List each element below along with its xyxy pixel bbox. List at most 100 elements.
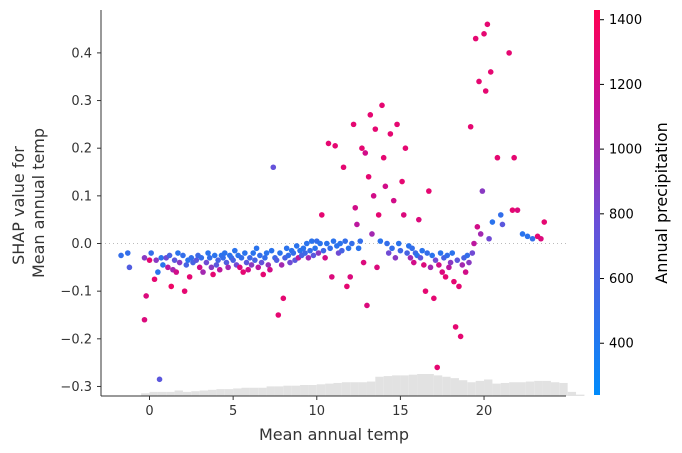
histogram-bar xyxy=(308,385,317,396)
data-point xyxy=(395,240,402,247)
data-point xyxy=(280,295,287,302)
data-point xyxy=(449,250,456,256)
data-point xyxy=(252,257,258,263)
data-point xyxy=(384,240,390,247)
data-point xyxy=(151,276,158,283)
histogram-bar xyxy=(224,389,234,396)
y-tick-label: −0.2 xyxy=(60,332,92,347)
data-point xyxy=(293,243,300,249)
data-point xyxy=(340,164,347,171)
data-point xyxy=(349,240,355,247)
x-ticks: 0 5 10 15 20 xyxy=(145,396,492,419)
x-tick-label: 10 xyxy=(308,404,325,419)
data-point xyxy=(482,88,489,94)
data-point xyxy=(484,21,491,28)
data-point xyxy=(359,145,365,151)
y-tick-label: −0.3 xyxy=(60,380,92,395)
data-point xyxy=(350,121,357,128)
data-point xyxy=(469,250,476,256)
histogram-bar xyxy=(157,391,167,396)
histogram-bar xyxy=(492,383,501,396)
histogram-bar xyxy=(258,387,267,396)
data-point xyxy=(166,252,173,259)
data-point xyxy=(300,245,307,252)
histogram-bar xyxy=(266,386,275,396)
y-tick-label: 0.2 xyxy=(71,142,92,157)
colorbar xyxy=(594,10,600,395)
colorbar-tick-label: 600 xyxy=(609,272,634,287)
x-tick-label: 15 xyxy=(392,404,409,419)
histogram-bar xyxy=(249,387,259,396)
data-point xyxy=(397,247,404,254)
data-point xyxy=(250,250,257,256)
data-point xyxy=(432,257,439,263)
data-point xyxy=(245,266,251,273)
data-point xyxy=(524,233,531,240)
histogram-bar xyxy=(450,378,459,396)
data-point xyxy=(165,264,171,271)
data-point xyxy=(186,274,193,280)
data-point xyxy=(206,255,213,261)
data-point xyxy=(419,247,425,254)
data-point xyxy=(215,257,221,263)
histogram-bar xyxy=(425,374,434,396)
histogram xyxy=(141,374,585,396)
data-point xyxy=(477,231,484,237)
data-point xyxy=(329,274,335,280)
data-point xyxy=(141,316,148,323)
data-point xyxy=(146,257,153,263)
data-point xyxy=(330,238,337,244)
data-point xyxy=(417,255,424,261)
colorbar-tick-label: 800 xyxy=(609,207,634,222)
data-point xyxy=(369,231,375,237)
histogram-bar xyxy=(408,374,418,396)
histogram-bar xyxy=(358,382,367,396)
histogram-bar xyxy=(400,375,409,396)
data-point xyxy=(472,35,479,42)
y-tick-label: −0.1 xyxy=(60,285,92,300)
data-point xyxy=(511,154,517,161)
histogram-bar xyxy=(274,386,284,396)
data-point xyxy=(302,250,308,256)
histogram-bar xyxy=(550,382,560,396)
data-point xyxy=(422,288,429,294)
data-point xyxy=(243,259,250,266)
data-point xyxy=(529,235,536,242)
data-point xyxy=(263,250,270,256)
histogram-bar xyxy=(366,381,376,396)
histogram-bar xyxy=(199,390,209,396)
data-point xyxy=(494,154,501,161)
data-point xyxy=(153,257,159,263)
data-point xyxy=(124,250,131,256)
data-point xyxy=(446,264,452,271)
data-point xyxy=(365,173,372,180)
data-point xyxy=(232,247,238,254)
data-point xyxy=(541,219,548,225)
data-point xyxy=(442,274,449,280)
histogram-bar xyxy=(241,387,250,396)
histogram-bar xyxy=(149,391,158,396)
data-point xyxy=(474,224,481,230)
data-point xyxy=(426,188,432,194)
data-point xyxy=(248,262,255,268)
data-point xyxy=(451,278,457,285)
data-point xyxy=(317,240,323,247)
data-point xyxy=(143,293,149,299)
histogram-bar xyxy=(517,382,526,396)
data-point xyxy=(223,259,230,266)
data-point xyxy=(429,252,435,259)
histogram-bar xyxy=(375,376,384,396)
histogram-bar xyxy=(500,382,510,396)
data-point xyxy=(404,250,410,256)
data-point xyxy=(188,255,195,261)
data-point xyxy=(305,255,312,261)
data-point xyxy=(479,188,486,194)
data-point xyxy=(230,257,236,263)
data-point xyxy=(220,255,226,261)
data-point xyxy=(431,295,437,302)
histogram-bar xyxy=(341,382,351,396)
data-point xyxy=(380,154,387,161)
data-point xyxy=(382,183,389,190)
data-point xyxy=(268,247,275,254)
y-tick-label: 0.0 xyxy=(71,237,92,252)
